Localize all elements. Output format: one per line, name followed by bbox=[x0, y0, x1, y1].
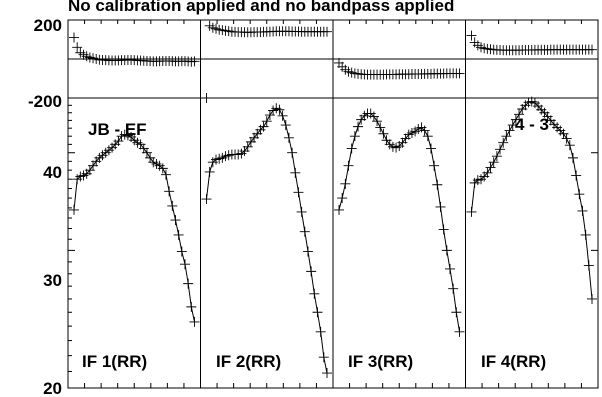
amplitude-point bbox=[346, 143, 357, 154]
amplitude-point bbox=[299, 226, 310, 237]
amplitude-point bbox=[583, 260, 594, 271]
amplitude-point bbox=[514, 109, 525, 120]
amplitude-point bbox=[372, 116, 383, 127]
amplitude-point bbox=[322, 368, 332, 379]
amplitude-point bbox=[306, 266, 317, 277]
amplitude-point bbox=[189, 316, 200, 327]
amplitude-point bbox=[167, 200, 178, 211]
amplitude-point bbox=[176, 246, 187, 257]
amplitude-point bbox=[160, 169, 171, 180]
phase-tick-label-top: 200 bbox=[34, 16, 62, 35]
amplitude-point bbox=[375, 122, 386, 133]
amplitude-point bbox=[277, 110, 288, 121]
amplitude-point bbox=[466, 206, 477, 217]
amplitude-point bbox=[318, 352, 329, 363]
phase-tick-label-bottom: -200 bbox=[28, 92, 62, 111]
amplitude-point bbox=[488, 157, 499, 168]
amplitude-point bbox=[173, 229, 184, 240]
amplitude-point bbox=[574, 189, 585, 200]
amplitude-fit-line bbox=[206, 107, 328, 374]
amplitude-point bbox=[448, 283, 459, 294]
amplitude-point bbox=[302, 246, 313, 257]
amplitude-point bbox=[340, 178, 351, 189]
amplitude-point bbox=[280, 120, 291, 131]
if1-label: IF 1(RR) bbox=[82, 352, 147, 371]
amplitude-point bbox=[157, 163, 168, 174]
amplitude-point bbox=[296, 206, 307, 217]
amplitude-point bbox=[507, 120, 518, 131]
amplitude-point bbox=[482, 167, 493, 178]
amplitude-point bbox=[429, 160, 440, 171]
amplitude-point bbox=[312, 307, 323, 318]
amplitude-point bbox=[577, 205, 588, 216]
amplitude-point bbox=[495, 144, 506, 155]
amplitude-point bbox=[425, 143, 436, 154]
amplitude-point bbox=[353, 121, 364, 132]
amplitude-point bbox=[290, 167, 301, 178]
phase-point bbox=[454, 68, 465, 79]
amplitude-point bbox=[69, 204, 79, 215]
amplitude-point bbox=[170, 215, 181, 226]
amplitude-point bbox=[444, 263, 455, 274]
phase-point bbox=[69, 32, 79, 43]
amplitude-point bbox=[587, 293, 597, 304]
amplitude-point bbox=[315, 326, 326, 337]
amplitude-point bbox=[491, 151, 502, 162]
phase-point bbox=[466, 30, 477, 41]
phase-point bbox=[201, 93, 212, 103]
plot-title: No calibration applied and no bandpass a… bbox=[68, 0, 454, 15]
amplitude-point bbox=[274, 104, 285, 115]
phase-point bbox=[587, 44, 597, 55]
amplitude-point bbox=[183, 278, 194, 289]
amplitude-point bbox=[164, 186, 175, 197]
amplitude-point bbox=[179, 259, 190, 270]
amplitude-point bbox=[419, 125, 430, 136]
amp-tick-label-40: 40 bbox=[43, 163, 62, 182]
amplitude-point bbox=[454, 326, 465, 337]
amplitude-point bbox=[498, 137, 509, 148]
amplitude-point bbox=[258, 121, 269, 132]
amplitude-point bbox=[441, 245, 452, 256]
if4-label: IF 4(RR) bbox=[481, 352, 546, 371]
amplitude-point bbox=[435, 201, 446, 212]
amplitude-point bbox=[564, 140, 575, 151]
amplitude-point bbox=[349, 131, 360, 142]
amplitude-point bbox=[561, 133, 572, 144]
amplitude-point bbox=[334, 204, 344, 215]
amplitude-point bbox=[451, 307, 462, 318]
amplitude-point bbox=[283, 132, 294, 143]
phase-point bbox=[322, 26, 332, 37]
amplitude-point bbox=[432, 179, 443, 190]
amplitude-point bbox=[293, 187, 304, 198]
amplitude-point bbox=[567, 152, 578, 163]
if4-annotation: 4 - 3 bbox=[515, 115, 549, 134]
amplitude-point bbox=[287, 147, 298, 158]
amplitude-point bbox=[504, 125, 515, 136]
amplitude-point bbox=[580, 229, 591, 240]
phase-point bbox=[72, 42, 83, 53]
amplitude-point bbox=[261, 116, 272, 127]
amplitude-point bbox=[337, 193, 348, 204]
amplitude-point bbox=[510, 114, 521, 125]
if2-label: IF 2(RR) bbox=[216, 352, 281, 371]
amplitude-point bbox=[422, 131, 433, 142]
if3-label: IF 3(RR) bbox=[348, 352, 413, 371]
amplitude-fit-line bbox=[73, 134, 195, 323]
amplitude-point bbox=[309, 288, 320, 299]
amplitude-point bbox=[343, 160, 354, 171]
amp-tick-label-30: 30 bbox=[43, 271, 62, 290]
phase-point bbox=[189, 56, 200, 67]
amplitude-point bbox=[571, 170, 582, 181]
amplitude-point bbox=[201, 194, 212, 205]
amplitude-point bbox=[501, 131, 512, 142]
baseline-label: JB - EF bbox=[88, 120, 147, 139]
amp-tick-label-20: 20 bbox=[43, 379, 62, 397]
amplitude-point bbox=[186, 301, 197, 312]
amplitude-point bbox=[141, 147, 152, 158]
amplitude-point bbox=[378, 128, 389, 139]
amplitude-point bbox=[204, 166, 215, 177]
amplitude-point bbox=[485, 162, 496, 173]
amplitude-point bbox=[438, 224, 449, 235]
